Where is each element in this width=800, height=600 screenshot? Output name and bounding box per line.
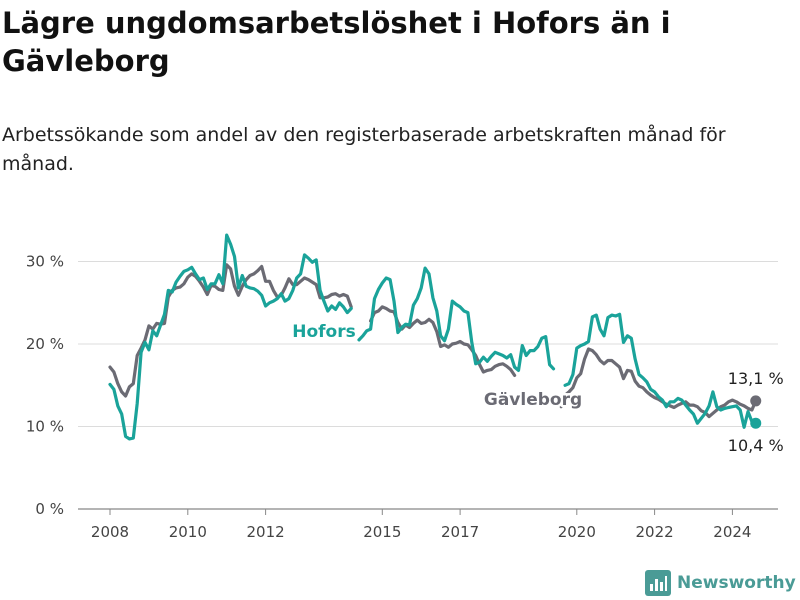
x-tick-label: 2008 [91, 523, 129, 541]
newsworthy-brand: Newsworthy [645, 570, 796, 596]
bar-chart-logo-icon [645, 570, 671, 596]
series-lines [108, 233, 762, 441]
y-tick-label: 30 % [26, 253, 64, 271]
x-tick-label: 2024 [713, 523, 751, 541]
series-name-halo: Gävleborg [484, 390, 582, 410]
x-tick-label: 2022 [636, 523, 674, 541]
series-name-hofors: Hofors [292, 322, 355, 342]
y-axis: 0 % 10 % 20 % 30 % [26, 253, 64, 519]
chart-subtitle: Arbetssökande som andel av den registerb… [2, 124, 726, 175]
x-tick-label: 2012 [247, 523, 285, 541]
series-line-hofors [563, 312, 758, 429]
series-line-gävleborg [555, 347, 758, 419]
series-line-hofors [108, 233, 353, 441]
series-name-halo: Hofors [292, 322, 355, 342]
series-line-hofors [357, 266, 556, 372]
end-point-gävleborg [750, 395, 762, 407]
end-point-hofors [750, 417, 762, 429]
series-line-gävleborg [108, 263, 353, 398]
end-label-hofors: 10,4 % [728, 436, 784, 455]
y-tick-label: 10 % [26, 418, 64, 436]
x-tick-label: 2020 [558, 523, 596, 541]
y-tick-label: 0 % [35, 500, 64, 518]
x-tick-label: 2010 [169, 523, 207, 541]
grid-lines [78, 261, 778, 510]
brand-name: Newsworthy [677, 573, 796, 593]
series-name-gävleborg: Gävleborg [484, 390, 582, 410]
x-axis: 2008 2010 2012 2015 2017 2020 2022 2024 [91, 509, 751, 541]
end-label-gavleborg: 13,1 % [728, 369, 784, 388]
chart-title: Lägre ungdomsarbetslöshet i Hofors än i … [2, 6, 671, 78]
x-tick-label: 2017 [441, 523, 479, 541]
x-tick-label: 2015 [363, 523, 401, 541]
series-line-gävleborg [369, 305, 517, 377]
y-tick-label: 20 % [26, 335, 64, 353]
